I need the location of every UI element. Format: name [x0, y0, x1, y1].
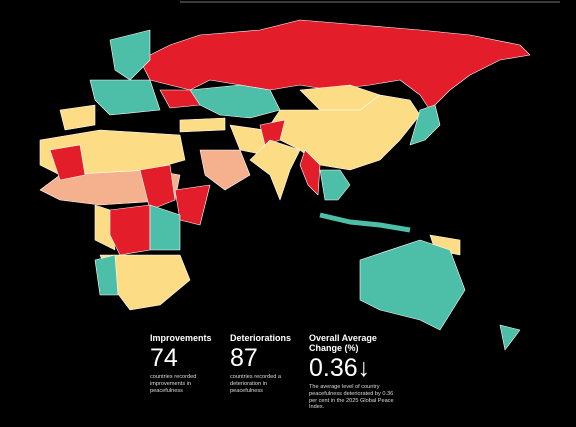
arabia	[199, 149, 251, 191]
stat-heading: Overall Average Change (%)	[309, 333, 377, 353]
scandinavia	[109, 29, 151, 81]
stat-value: 74	[150, 344, 178, 372]
myanmar	[299, 149, 321, 196]
stat-value: 0.36↓	[309, 354, 371, 382]
indonesia	[319, 212, 411, 233]
stat-description: countries recorded a deterioration in pe…	[230, 374, 281, 394]
sudan	[139, 164, 176, 211]
japan	[409, 104, 441, 146]
kazakhstan	[189, 84, 281, 119]
stat-description: countries recorded improvements in peace…	[150, 374, 197, 394]
india	[249, 139, 301, 201]
stat-value: 87	[230, 344, 258, 372]
iberia	[59, 104, 96, 131]
east-africa	[149, 204, 181, 251]
australia	[359, 239, 466, 331]
southeast-asia	[319, 169, 351, 201]
stat-average-change: Overall Average Change (%) 0.36↓ The ave…	[309, 333, 401, 411]
angola	[94, 254, 119, 296]
new-zealand	[499, 324, 521, 351]
stat-description: The average level of country peacefulnes…	[309, 384, 394, 411]
stat-heading: Deteriorations	[230, 333, 292, 343]
turkey	[179, 117, 226, 133]
stat-deteriorations: Deteriorations 87 countries recorded a d…	[230, 333, 296, 394]
western-europe	[89, 79, 161, 116]
stat-heading: Improvements	[150, 333, 212, 343]
drc	[109, 204, 151, 256]
stat-improvements: Improvements 74 countries recorded impro…	[150, 333, 216, 394]
mali	[49, 144, 86, 181]
horn-of-africa	[174, 184, 211, 226]
afghanistan	[259, 119, 286, 146]
russia	[139, 19, 531, 111]
china	[269, 94, 421, 171]
